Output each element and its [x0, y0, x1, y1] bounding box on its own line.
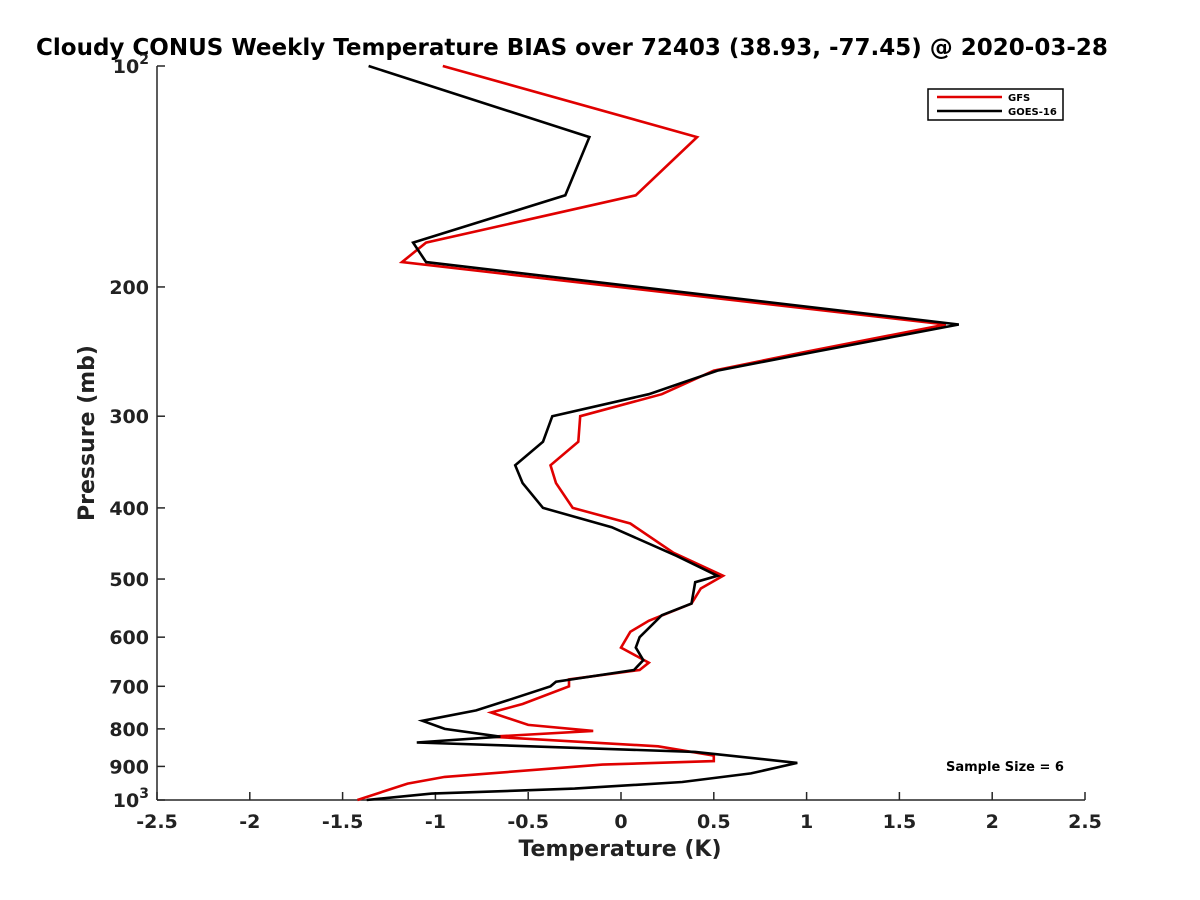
y-tick-label: 300: [109, 406, 149, 428]
y-tick-label: 700: [109, 676, 149, 698]
y-tick-label: 102: [113, 52, 149, 78]
x-tick-label: 0: [614, 811, 627, 833]
series-layer: [356, 64, 960, 802]
legend: GFS GOES-16: [927, 88, 1064, 121]
x-tick-label: -1.5: [322, 811, 364, 833]
series-line-gfs: [356, 64, 947, 802]
series-line-goes-16: [366, 64, 960, 802]
x-tick-label: 1: [800, 811, 813, 833]
y-tick-label: 200: [109, 277, 149, 299]
y-tick-label: 600: [109, 627, 149, 649]
sample-size-annotation: Sample Size = 6: [946, 760, 1064, 775]
legend-box: [927, 88, 1064, 121]
y-tick-label: 800: [109, 719, 149, 741]
x-tick-label: -2: [239, 811, 260, 833]
y-tick-label: 400: [109, 498, 149, 520]
plot-area: [156, 66, 1085, 801]
x-tick-label: 2.5: [1068, 811, 1102, 833]
x-tick-label: 1.5: [883, 811, 917, 833]
legend-label: GFS: [1008, 93, 1030, 104]
chart-title: Cloudy CONUS Weekly Temperature BIAS ove…: [36, 35, 1108, 61]
x-tick-label: 2: [986, 811, 999, 833]
x-tick-label: -1: [425, 811, 446, 833]
x-tick-label: -2.5: [136, 811, 178, 833]
x-axis: -2.5 -2 -1.5 -1 -0.5 0 0.5 1 1.5 2 2.5: [136, 792, 1102, 833]
y-tick-label: 500: [109, 569, 149, 591]
y-tick-label: 900: [109, 756, 149, 778]
y-axis-label: Pressure (mb): [75, 345, 100, 521]
x-tick-label: 0.5: [697, 811, 731, 833]
y-tick-label: 103: [113, 786, 149, 812]
x-tick-label: -0.5: [507, 811, 549, 833]
y-axis: 102 200 300 400 500 600 700 800 900 103: [109, 52, 165, 812]
legend-label: GOES-16: [1008, 107, 1057, 118]
x-axis-label: Temperature (K): [518, 837, 721, 862]
